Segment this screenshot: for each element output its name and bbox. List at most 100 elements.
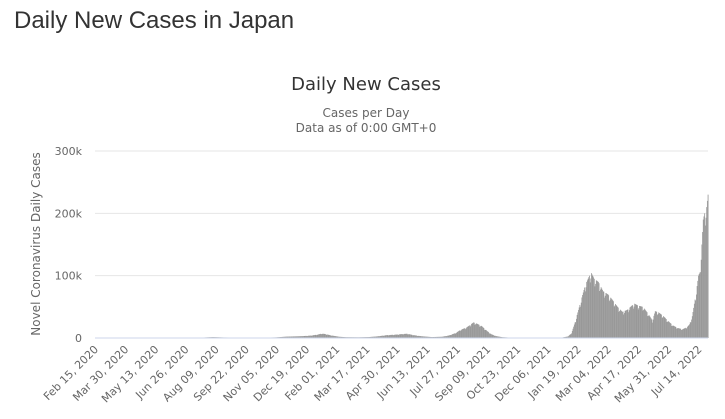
daily-case-bar[interactable]: [391, 334, 393, 338]
daily-case-bar[interactable]: [315, 334, 317, 338]
daily-case-bar[interactable]: [696, 294, 697, 338]
daily-case-bar[interactable]: [486, 330, 488, 338]
daily-case-bar[interactable]: [373, 336, 375, 338]
daily-case-bar[interactable]: [283, 336, 285, 338]
daily-case-bar[interactable]: [600, 287, 602, 338]
daily-case-bar[interactable]: [414, 335, 416, 338]
daily-case-bar[interactable]: [399, 334, 400, 338]
daily-case-bar[interactable]: [689, 324, 690, 338]
daily-case-bar[interactable]: [569, 334, 571, 338]
daily-case-bar[interactable]: [420, 336, 422, 338]
daily-case-bar[interactable]: [457, 331, 459, 338]
daily-case-bar[interactable]: [484, 329, 486, 338]
daily-case-bar[interactable]: [379, 336, 381, 338]
daily-case-bar[interactable]: [663, 316, 665, 338]
daily-case-bar[interactable]: [402, 334, 404, 338]
daily-case-bar[interactable]: [587, 278, 589, 338]
daily-case-bar[interactable]: [316, 334, 318, 338]
daily-case-bar[interactable]: [403, 334, 405, 338]
daily-case-bar[interactable]: [591, 273, 592, 338]
daily-case-bar[interactable]: [327, 334, 329, 338]
daily-case-bar[interactable]: [437, 336, 439, 338]
daily-case-bar[interactable]: [640, 306, 642, 338]
daily-case-bar[interactable]: [706, 207, 708, 338]
daily-case-bar[interactable]: [382, 335, 384, 338]
daily-case-bar[interactable]: [667, 321, 669, 338]
daily-case-bar[interactable]: [442, 336, 444, 338]
daily-case-bar[interactable]: [630, 306, 632, 338]
daily-case-bar[interactable]: [574, 322, 576, 338]
daily-case-bar[interactable]: [409, 334, 411, 338]
daily-case-bar[interactable]: [456, 332, 458, 338]
daily-case-bar[interactable]: [380, 335, 382, 338]
daily-case-bar[interactable]: [320, 333, 322, 338]
daily-case-bar[interactable]: [649, 316, 651, 338]
daily-case-bar[interactable]: [634, 303, 636, 338]
daily-case-bar[interactable]: [494, 335, 496, 338]
daily-case-bar[interactable]: [403, 333, 405, 338]
daily-case-bar[interactable]: [286, 336, 288, 338]
daily-case-bar[interactable]: [317, 334, 319, 338]
daily-case-bar[interactable]: [372, 336, 374, 338]
daily-case-bar[interactable]: [631, 305, 633, 338]
daily-case-bar[interactable]: [603, 291, 605, 338]
daily-case-bar[interactable]: [449, 335, 450, 338]
daily-case-bar[interactable]: [601, 288, 603, 338]
daily-case-bar[interactable]: [329, 335, 330, 338]
daily-case-bar[interactable]: [466, 327, 468, 338]
daily-case-bar[interactable]: [583, 290, 585, 338]
daily-case-bar[interactable]: [313, 335, 315, 338]
daily-case-bar[interactable]: [652, 319, 654, 338]
daily-case-bar[interactable]: [678, 328, 680, 338]
daily-case-bar[interactable]: [674, 326, 676, 338]
daily-case-bar[interactable]: [440, 336, 442, 338]
daily-case-bar[interactable]: [654, 311, 656, 338]
daily-case-bar[interactable]: [309, 335, 311, 338]
daily-case-bar[interactable]: [661, 314, 662, 338]
daily-case-bar[interactable]: [680, 330, 682, 338]
daily-case-bar[interactable]: [617, 306, 618, 338]
daily-case-bar[interactable]: [582, 294, 584, 338]
daily-case-bar[interactable]: [698, 275, 699, 338]
daily-case-bar[interactable]: [285, 336, 287, 338]
daily-case-bar[interactable]: [589, 275, 590, 338]
daily-case-bar[interactable]: [495, 335, 496, 338]
daily-case-bar[interactable]: [436, 336, 438, 338]
daily-case-bar[interactable]: [426, 336, 428, 338]
daily-case-bar[interactable]: [445, 336, 446, 338]
daily-case-bar[interactable]: [475, 323, 477, 338]
daily-case-bar[interactable]: [487, 331, 489, 338]
daily-case-bar[interactable]: [486, 331, 488, 338]
daily-case-bar[interactable]: [595, 283, 597, 338]
daily-case-bar[interactable]: [396, 334, 398, 338]
daily-case-bar[interactable]: [477, 324, 479, 338]
daily-case-bar[interactable]: [324, 333, 326, 338]
daily-case-bar[interactable]: [458, 331, 459, 338]
daily-case-bar[interactable]: [410, 334, 412, 338]
daily-case-bar[interactable]: [290, 336, 291, 338]
daily-case-bar[interactable]: [659, 313, 661, 338]
daily-case-bar[interactable]: [589, 282, 591, 338]
daily-case-bar[interactable]: [375, 336, 377, 338]
daily-case-bar[interactable]: [696, 286, 698, 338]
daily-case-bar[interactable]: [484, 329, 485, 338]
daily-case-bar[interactable]: [468, 325, 470, 338]
daily-case-bar[interactable]: [397, 334, 399, 338]
daily-case-bar[interactable]: [482, 326, 483, 338]
daily-case-bar[interactable]: [692, 312, 694, 338]
daily-case-bar[interactable]: [314, 335, 315, 338]
daily-case-bar[interactable]: [436, 336, 437, 338]
daily-case-bar[interactable]: [459, 330, 461, 338]
daily-case-bar[interactable]: [604, 295, 606, 338]
daily-case-bar[interactable]: [307, 335, 309, 338]
daily-case-bar[interactable]: [579, 304, 581, 338]
daily-case-bar[interactable]: [406, 333, 408, 338]
daily-case-bar[interactable]: [694, 299, 696, 338]
daily-case-bar[interactable]: [285, 336, 287, 338]
daily-case-bar[interactable]: [422, 336, 424, 338]
daily-case-bar[interactable]: [398, 334, 400, 338]
daily-case-bar[interactable]: [571, 330, 573, 338]
daily-case-bar[interactable]: [434, 336, 435, 338]
daily-case-bar[interactable]: [678, 328, 680, 338]
daily-case-bar[interactable]: [438, 336, 440, 338]
